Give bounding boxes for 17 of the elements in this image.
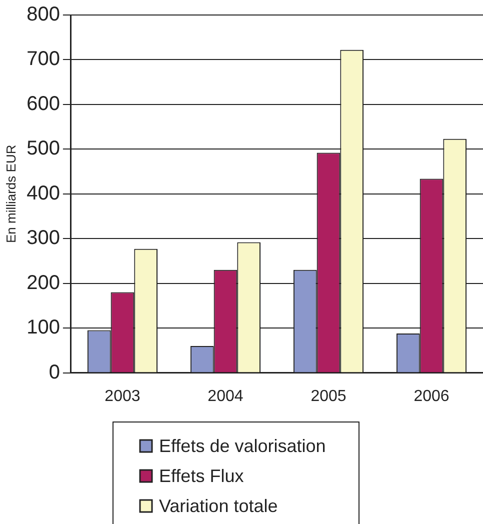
y-tick-label: 600 bbox=[26, 92, 60, 115]
legend-label: Variation totale bbox=[159, 496, 278, 516]
legend-label: Effets Flux bbox=[159, 466, 244, 486]
y-tick-label: 500 bbox=[26, 138, 60, 160]
y-axis-title: En milliards EUR bbox=[3, 144, 18, 244]
y-tick-label: 400 bbox=[26, 182, 60, 204]
y-tick-label: 0 bbox=[48, 361, 60, 384]
y-tick-label: 700 bbox=[26, 48, 60, 70]
y-tick-label: 200 bbox=[26, 272, 60, 294]
y-tick-label: 800 bbox=[26, 4, 60, 26]
x-tick-label: 2005 bbox=[310, 388, 346, 405]
x-tick-label: 2004 bbox=[208, 388, 244, 405]
x-tick-label: 2006 bbox=[414, 388, 450, 405]
y-tick-label: 300 bbox=[26, 227, 60, 250]
x-tick-label: 2003 bbox=[104, 388, 140, 405]
legend-label: Effets de valorisation bbox=[159, 436, 326, 456]
y-tick-label: 100 bbox=[26, 316, 60, 339]
